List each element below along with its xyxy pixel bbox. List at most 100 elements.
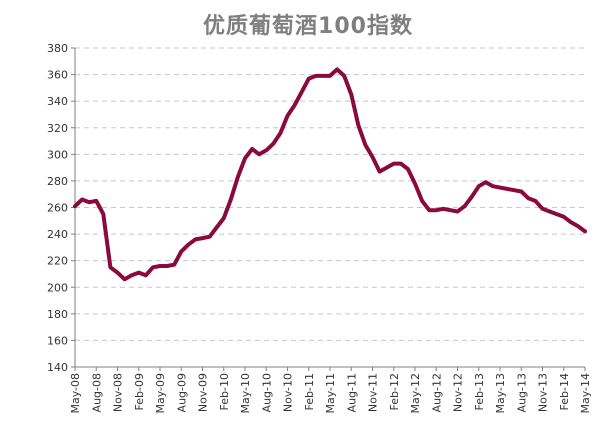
data-point <box>300 90 304 94</box>
data-point <box>250 147 254 151</box>
data-point <box>335 67 339 71</box>
x-tick-label: Nov-11 <box>367 373 380 412</box>
data-point <box>94 199 98 203</box>
data-point <box>434 208 438 212</box>
data-point <box>137 271 141 275</box>
data-point <box>385 166 389 170</box>
data-point <box>463 204 467 208</box>
data-point <box>540 207 545 211</box>
y-tick-label: 240 <box>47 228 68 241</box>
data-point <box>307 77 311 81</box>
x-tick-label: Aug-08 <box>90 373 103 412</box>
data-point <box>392 162 396 166</box>
x-tick-label: Feb-09 <box>133 373 146 410</box>
data-point <box>73 204 77 208</box>
x-tick-labels: May-08 Aug-08 Nov-08 Feb-09 May-09 Aug-09 Nov-… <box>69 373 592 414</box>
data-point <box>193 237 197 241</box>
x-tick-label: Aug-10 <box>260 373 273 412</box>
data-point <box>505 187 509 191</box>
data-point <box>562 215 566 219</box>
y-tick-label: 200 <box>47 281 68 294</box>
y-tick-label: 140 <box>47 361 68 374</box>
data-point <box>349 92 353 97</box>
axes <box>71 47 586 371</box>
data-point <box>144 273 148 277</box>
x-tick-label: May-08 <box>69 373 82 414</box>
data-point <box>151 265 155 269</box>
y-tick-label: 220 <box>47 255 68 268</box>
x-tick-label: Feb-11 <box>303 373 316 410</box>
data-point <box>356 123 360 127</box>
x-tick-label: Nov-10 <box>282 373 295 412</box>
data-point <box>236 175 240 179</box>
y-tick-label: 260 <box>47 202 68 215</box>
x-tick-label: Nov-12 <box>452 373 465 412</box>
data-point <box>548 209 552 214</box>
data-point <box>455 209 460 214</box>
data-point <box>519 189 523 194</box>
data-point <box>229 197 233 202</box>
x-tick-label: Feb-10 <box>218 373 231 410</box>
data-point <box>278 131 282 135</box>
data-point <box>406 167 410 171</box>
grid-lines <box>75 47 585 341</box>
data-point <box>533 199 538 203</box>
data-point <box>130 273 134 277</box>
x-tick-label: Aug-12 <box>430 373 443 412</box>
data-point <box>477 184 481 188</box>
y-tick-label: 280 <box>47 175 68 188</box>
x-tick-label: Feb-14 <box>558 373 571 410</box>
data-point <box>491 184 495 188</box>
data-point <box>215 225 219 229</box>
data-point <box>179 249 183 253</box>
data-point <box>222 216 226 220</box>
data-point <box>293 103 297 107</box>
x-tick-label: Aug-09 <box>175 373 188 412</box>
data-point <box>363 143 367 147</box>
data-point <box>101 212 105 216</box>
data-point <box>512 188 516 192</box>
data-point <box>123 277 127 281</box>
x-tick-label: May-10 <box>239 373 252 414</box>
data-point <box>420 199 424 203</box>
chart-title: 优质葡萄酒100指数 <box>203 14 413 39</box>
series-layer <box>73 67 587 282</box>
y-tick-label: 180 <box>47 308 68 321</box>
x-tick-label: May-14 <box>579 373 592 414</box>
y-tick-labels: 140 160 180 200 220 240 260 280 300 320 340 360 380 <box>47 42 68 374</box>
y-tick-label: 340 <box>47 95 68 108</box>
y-tick-label: 300 <box>47 148 68 161</box>
data-point <box>413 182 417 186</box>
x-tick-label: Feb-12 <box>388 373 401 410</box>
x-tick-label: May-09 <box>154 373 167 414</box>
x-tick-label: Aug-13 <box>515 373 528 412</box>
x-tick-label: Nov-08 <box>112 373 125 412</box>
data-point <box>158 264 162 268</box>
data-point <box>370 155 375 159</box>
data-point <box>328 74 332 78</box>
data-point <box>321 74 325 78</box>
data-point <box>243 156 247 160</box>
data-point <box>448 208 452 212</box>
data-point <box>285 114 290 118</box>
data-point <box>342 74 346 78</box>
y-tick-label: 160 <box>47 334 68 347</box>
x-tick-label: Feb-13 <box>473 373 486 410</box>
data-point <box>441 207 445 211</box>
data-point <box>200 236 205 240</box>
data-point <box>87 200 91 204</box>
data-point <box>399 162 403 166</box>
x-tick-label: Aug-11 <box>345 373 358 412</box>
y-tick-label: 380 <box>47 42 68 55</box>
data-point <box>569 220 573 224</box>
x-tick-label: May-11 <box>324 373 337 414</box>
data-point <box>108 265 112 269</box>
data-point <box>172 263 176 267</box>
x-tick-label: Nov-13 <box>537 373 550 412</box>
x-tick-label: May-12 <box>409 373 422 414</box>
data-point <box>576 224 580 228</box>
y-tick-label: 320 <box>47 122 68 135</box>
data-point <box>484 180 488 184</box>
